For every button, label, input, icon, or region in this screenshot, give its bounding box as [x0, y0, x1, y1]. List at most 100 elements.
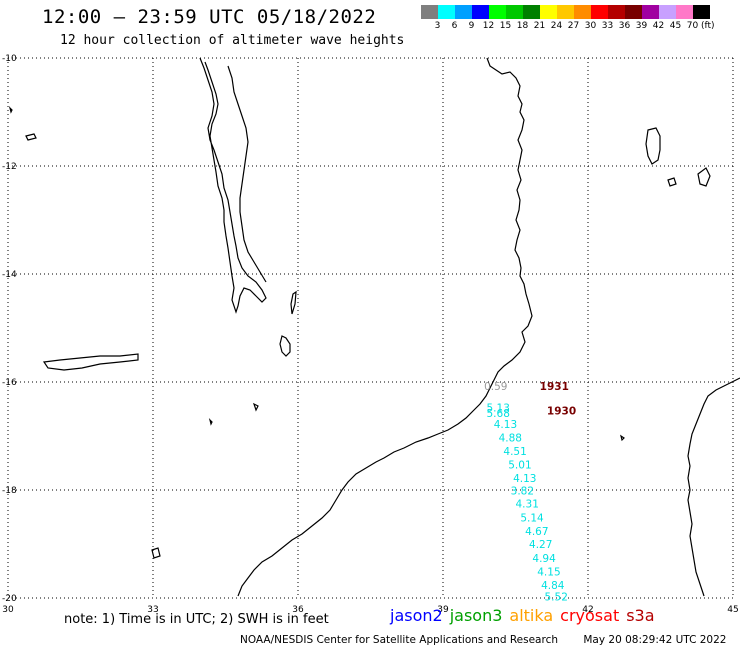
mainland-coastline	[237, 57, 533, 597]
satellite-altika: altika	[509, 606, 554, 625]
madagascar-coastline	[687, 377, 740, 597]
small-island	[620, 434, 625, 442]
legend-label: 27	[567, 21, 580, 31]
legend-label: 21	[533, 21, 546, 31]
observation-label: 4.15	[537, 566, 560, 578]
legend-swatch	[659, 5, 676, 19]
satellite-legend: jason2 jason3 altika cryosat s3a	[390, 606, 662, 625]
legend-label: 15	[499, 21, 512, 31]
legend-label: 24	[550, 21, 563, 31]
legend-swatch	[540, 5, 557, 19]
legend-label: 33	[601, 21, 614, 31]
longitude-tick-label: 39	[437, 605, 449, 615]
axis-ticks: 30 33 36 39 42 45 -10 -12 -14 -16 -18 -20	[2, 54, 739, 615]
small-lake-west	[25, 133, 37, 141]
legend-label: 45	[669, 21, 682, 31]
observation-label: 5.14	[520, 512, 544, 524]
legend-label: 42	[652, 21, 665, 31]
footnote: note: 1) Time is in UTC; 2) SWH is in fe…	[64, 612, 329, 627]
legend-label: 30	[584, 21, 597, 31]
observation-label: 0.59	[484, 381, 507, 393]
legend-label: 6	[451, 21, 458, 31]
legend-swatch	[625, 5, 642, 19]
lake-malawi-coastline	[199, 57, 267, 314]
legend-label: 39	[635, 21, 648, 31]
legend-label: 12	[482, 21, 495, 31]
legend-swatch	[693, 5, 710, 19]
longitude-tick-label: 30	[2, 605, 14, 615]
observation-label: 4.67	[525, 526, 548, 538]
small-lake-2	[252, 402, 259, 412]
observation-label: 3.82	[511, 485, 534, 497]
latitude-tick-label: -10	[2, 54, 17, 64]
latitude-tick-label: -12	[2, 162, 17, 172]
moheli	[667, 177, 677, 187]
legend-swatch	[591, 5, 608, 19]
observation-label: 4.27	[529, 539, 552, 551]
satellite-cryosat: cryosat	[560, 606, 620, 625]
legend-unit: (ft)	[701, 21, 715, 31]
color-legend-labels: 3 6 9 12 15 18 21 24 27 30 33 36 39 42 45 70 (ft)	[421, 21, 723, 31]
legend-swatch	[523, 5, 540, 19]
legend-label: 36	[618, 21, 631, 31]
small-lake-3	[151, 547, 161, 559]
legend-swatch	[676, 5, 693, 19]
legend-swatch	[557, 5, 574, 19]
satellite-jason3: jason3	[449, 606, 503, 625]
small-lake	[290, 290, 297, 315]
map-grid	[7, 57, 734, 599]
legend-swatch	[489, 5, 506, 19]
lake-chilwa	[279, 335, 291, 357]
legend-swatch	[574, 5, 591, 19]
observation-label: 5.01	[508, 459, 531, 471]
legend-swatch	[608, 5, 625, 19]
observation-label: 1930	[547, 405, 576, 417]
map-title: 12:00 – 23:59 UTC 05/18/2022	[42, 6, 377, 28]
observation-label: 5.13	[487, 403, 510, 415]
legend-label: 3	[434, 21, 441, 31]
credit-text: NOAA/NESDIS Center for Satellite Applica…	[240, 634, 558, 646]
grande-comore	[645, 127, 661, 165]
observation-label: 4.31	[516, 498, 539, 510]
legend-swatch	[455, 5, 472, 19]
observation-label: 4.94	[532, 553, 556, 565]
color-legend	[421, 5, 710, 19]
small-lake-4	[208, 418, 213, 426]
longitude-tick-label: 42	[582, 605, 593, 615]
small-lake-5	[8, 106, 13, 114]
legend-label: 18	[516, 21, 529, 31]
observation-label: 4.84	[541, 580, 565, 592]
generated-timestamp: May 20 08:29:42 UTC 2022	[583, 634, 727, 646]
observation-label: 5.68	[487, 408, 510, 420]
legend-label: 9	[468, 21, 475, 31]
latitude-tick-label: -18	[2, 486, 17, 496]
legend-swatch	[438, 5, 455, 19]
legend-swatch	[472, 5, 489, 19]
latitude-tick-label: -20	[2, 594, 17, 604]
anjouan	[697, 167, 711, 187]
lake-malawi-east-shore	[227, 65, 267, 283]
legend-swatch	[421, 5, 438, 19]
satellite-s3a: s3a	[626, 606, 655, 625]
observation-label: 5.52	[545, 592, 568, 604]
lake-kariba	[42, 353, 139, 371]
latitude-tick-label: -14	[2, 270, 17, 280]
legend-label: 70	[686, 21, 699, 31]
longitude-tick-label: 33	[147, 605, 158, 615]
longitude-tick-label: 36	[292, 605, 304, 615]
longitude-tick-label: 45	[727, 605, 738, 615]
observation-label: 4.51	[503, 446, 526, 458]
observation-label: 4.13	[513, 473, 536, 485]
observation-label: 4.88	[499, 432, 522, 444]
latitude-tick-label: -16	[2, 378, 17, 388]
legend-swatch	[642, 5, 659, 19]
satellite-jason2: jason2	[390, 606, 443, 625]
observation-label: 1931	[540, 381, 569, 393]
footer: NOAA/NESDIS Center for Satellite Applica…	[240, 634, 726, 646]
legend-swatch	[506, 5, 523, 19]
observation-label: 4.13	[494, 419, 517, 431]
coastlines	[8, 57, 740, 597]
map-subtitle: 12 hour collection of altimeter wave hei…	[60, 33, 405, 48]
